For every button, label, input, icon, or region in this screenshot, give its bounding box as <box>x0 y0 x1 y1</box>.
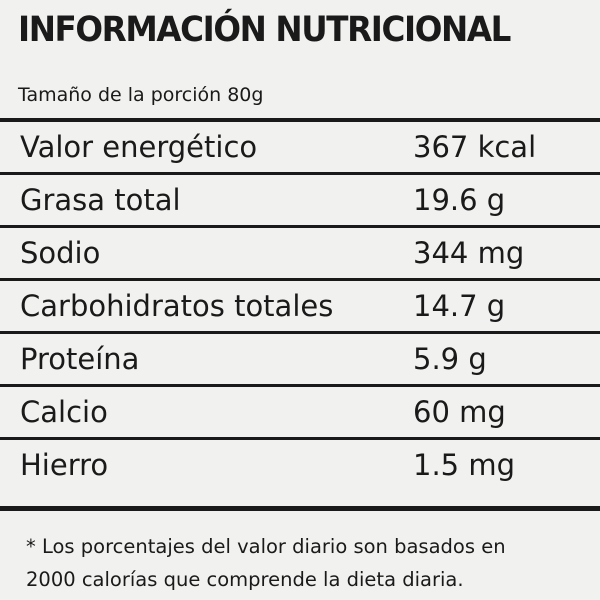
nutrition-table: Valor energético 367 kcal Grasa total 19.6 … <box>0 118 600 490</box>
nutrient-name: Hierro <box>20 448 109 482</box>
nutrient-amount: 14.7 g <box>413 289 506 323</box>
nutrient-amount: 5.9 g <box>413 342 487 376</box>
divider <box>0 506 600 511</box>
nutrient-amount: 344 mg <box>413 236 525 270</box>
serving-size: Tamaño de la porción 80g <box>18 84 264 106</box>
table-row: Sodio 344 mg <box>0 228 600 281</box>
table-row: Proteína 5.9 g <box>0 334 600 387</box>
footnote-line: * Los porcentajes del valor diario son b… <box>26 535 506 558</box>
table-row: Grasa total 19.6 g <box>0 175 600 228</box>
nutrient-amount: 367 kcal <box>413 130 537 164</box>
nutrient-name: Calcio <box>20 395 108 429</box>
nutrient-amount: 19.6 g <box>413 183 506 217</box>
table-row: Hierro 1.5 mg <box>0 440 600 490</box>
table-row: Calcio 60 mg <box>0 387 600 440</box>
footnote: * Los porcentajes del valor diario son b… <box>26 530 506 596</box>
nutrient-name: Sodio <box>20 236 101 270</box>
nutrient-amount: 1.5 mg <box>413 448 515 482</box>
nutrient-name: Valor energético <box>20 130 258 164</box>
nutrient-name: Carbohidratos totales <box>20 289 334 323</box>
nutrient-name: Proteína <box>20 342 140 376</box>
table-row: Carbohidratos totales 14.7 g <box>0 281 600 334</box>
footnote-line: 2000 calorías que comprende la dieta dia… <box>26 568 464 591</box>
title: INFORMACIÓN NUTRICIONAL <box>18 10 511 50</box>
nutrient-amount: 60 mg <box>413 395 506 429</box>
nutrient-name: Grasa total <box>20 183 181 217</box>
table-row: Valor energético 367 kcal <box>0 122 600 175</box>
